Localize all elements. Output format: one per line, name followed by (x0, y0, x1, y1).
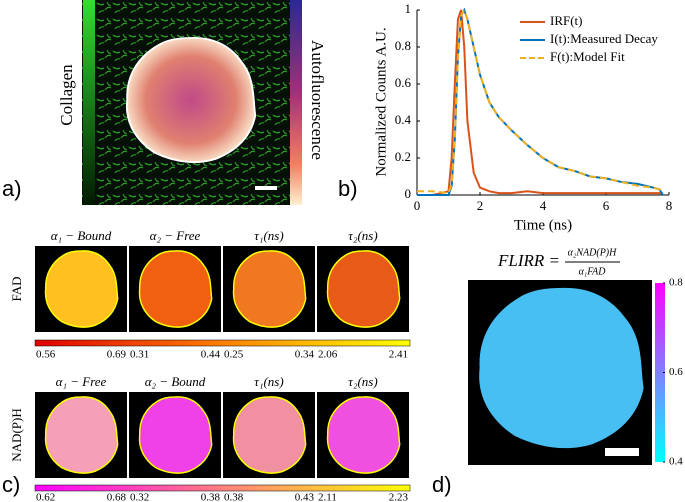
colorbar (655, 283, 665, 462)
legend-label: F(t):Model Fit (550, 49, 625, 64)
colorbar-min: 0.31 (130, 349, 149, 361)
tile-title: τ₂(ns) (348, 228, 377, 243)
colorbar-max: 0.44 (201, 349, 221, 361)
panel-label: a) (2, 176, 22, 201)
panel-label: b) (338, 176, 358, 201)
flirr-denominator: α₁FAD (579, 266, 607, 277)
legend-label: I(t):Measured Decay (550, 31, 658, 46)
cell-texture (126, 37, 256, 163)
cell-texture (327, 396, 400, 474)
colorbar-min: 0.56 (36, 349, 56, 361)
autofluorescence-bar (290, 0, 302, 205)
tile-title: τ₁(ns) (254, 374, 283, 389)
cell-texture (233, 250, 306, 328)
cell-texture (327, 250, 400, 328)
colorbar-min: 0.25 (224, 349, 244, 361)
collagen-bar (83, 0, 95, 205)
tile-title: α₁ − Free (56, 374, 107, 389)
panel-label: c) (2, 472, 20, 497)
colorbar-min: 2.11 (318, 492, 337, 502)
cell-texture (45, 396, 118, 474)
colorbar-min: 0.38 (224, 492, 244, 502)
tile-title: α₁ − Bound (51, 228, 112, 243)
colorbar-min: 0.32 (130, 492, 149, 502)
y-tick-label: 0.6 (395, 75, 412, 90)
colorbar-max: 0.69 (107, 349, 127, 361)
colorbar-tick-label: 0.4 (669, 456, 683, 468)
colorbar-min: 0.62 (36, 492, 55, 502)
colorbar-max: 0.38 (201, 492, 221, 502)
x-tick-label: 4 (540, 198, 547, 213)
colorbar (34, 484, 411, 492)
x-label: Time (ns) (514, 217, 572, 233)
series-line (417, 7, 664, 195)
panel-label: d) (432, 472, 452, 497)
colorbar-max: 2.41 (389, 349, 408, 361)
colorbar-max: 0.34 (295, 349, 315, 361)
row-label: NAD(P)H (9, 408, 24, 461)
cell-texture (479, 287, 644, 449)
flirr-title: FLIRR = (497, 251, 560, 270)
x-tick-label: 2 (477, 198, 484, 213)
flirr-numerator: α₂NAD(P)H (568, 247, 617, 258)
cell-texture (139, 250, 212, 328)
y-label: Normalized Counts A.U. (373, 27, 389, 176)
y-tick-label: 1 (405, 1, 412, 16)
colorbar-min: 2.06 (318, 349, 338, 361)
x-tick-label: 6 (603, 198, 610, 213)
left-label: Collagen (57, 64, 76, 126)
colorbar-max: 0.43 (295, 492, 315, 502)
y-tick-label: 0.8 (395, 38, 411, 53)
tile-title: τ₁(ns) (254, 228, 283, 243)
scale-bar (605, 448, 639, 456)
y-tick-label: 0.4 (395, 112, 412, 127)
y-tick-label: 0 (405, 186, 412, 201)
colorbar-max: 0.68 (107, 492, 127, 502)
right-label: Autofluorescence (308, 40, 327, 160)
colorbar-tick-label: 0.6 (669, 366, 683, 378)
x-tick-label: 8 (666, 198, 673, 213)
legend-label: IRF(t) (550, 13, 583, 28)
colorbar (34, 339, 411, 347)
y-tick-label: 0.2 (395, 149, 411, 164)
cell-texture (45, 250, 118, 328)
tile-title: α₂ − Free (150, 228, 201, 243)
series-line (417, 9, 663, 196)
x-tick-label: 0 (414, 198, 421, 213)
tile-title: α₂ − Bound (145, 374, 206, 389)
scale-bar (255, 186, 277, 190)
row-label: FAD (9, 276, 24, 301)
colorbar-tick-label: 0.8 (669, 277, 683, 289)
cell-texture (233, 396, 306, 474)
cell-texture (139, 396, 212, 474)
tile-title: τ₂(ns) (348, 374, 377, 389)
colorbar-max: 2.23 (389, 492, 409, 502)
